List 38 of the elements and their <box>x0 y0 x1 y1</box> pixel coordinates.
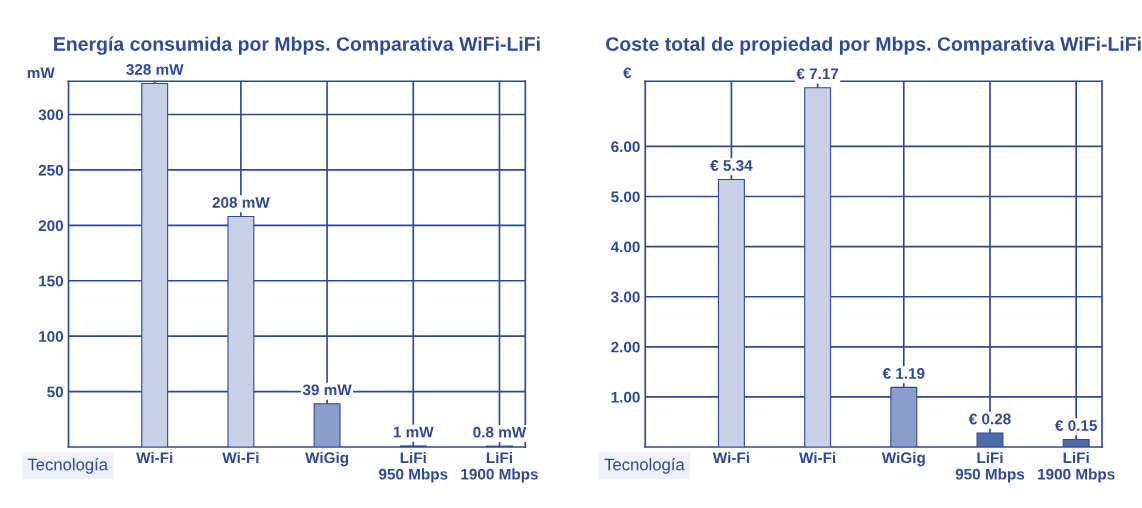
y-tick-label: 200 <box>38 220 64 232</box>
y-tick-label: 3.00 <box>610 291 640 303</box>
y-tick-label: 100 <box>39 331 64 342</box>
y-tick-label: 2.00 <box>611 341 640 353</box>
y-tick-label: 1.00 <box>611 391 640 403</box>
chart-title: Energía consumida por Mbps. Comparativa WiFi-LiFi <box>54 36 540 55</box>
x-tick-label: LiFi 950 Mbps <box>379 451 448 483</box>
x-axis-title: Tecnología <box>604 458 685 474</box>
x-tick-label: LiFi 1900 Mbps <box>1038 451 1115 483</box>
x-tick-label: Wi-Fi <box>799 451 836 463</box>
y-tick-label: 6.00 <box>611 141 640 153</box>
x-tick-label: WiGig <box>881 451 925 467</box>
y-tick-label: 300 <box>38 109 64 121</box>
chart-title: Coste total de propiedad por Mbps. Comparativa WiFi-LiFi <box>606 36 1141 55</box>
x-tick-label: WiGig <box>305 451 349 467</box>
data-label: 328 mW <box>126 64 184 75</box>
y-tick-label: 250 <box>38 164 64 176</box>
y-tick-label: 150 <box>39 275 64 287</box>
data-label: € 5.34 <box>710 160 753 171</box>
x-tick-label: Wi-Fi <box>222 451 259 463</box>
x-tick-label: Wi-Fi <box>712 451 749 463</box>
x-tick-label: LiFi 950 Mbps <box>955 451 1025 483</box>
data-label: € 0.15 <box>1055 420 1097 431</box>
y-tick-label: 50 <box>47 386 64 398</box>
x-tick-label: Wi-Fi <box>136 451 173 463</box>
data-label: € 7.17 <box>796 68 839 80</box>
y-axis-title: mW <box>27 67 55 79</box>
data-label: 208 mW <box>212 197 270 208</box>
data-label: 0.8 mW <box>473 426 527 438</box>
y-tick-label: 4.00 <box>610 241 640 253</box>
x-axis-title: Tecnología <box>27 458 109 474</box>
y-axis-title: € <box>623 67 632 79</box>
y-tick-label: 5.00 <box>611 191 640 203</box>
x-tick-label: LiFi 1900 Mbps <box>461 451 538 483</box>
data-label: € 0.28 <box>968 413 1011 425</box>
data-label: € 1.19 <box>882 368 925 379</box>
data-label: 39 mW <box>302 384 352 396</box>
data-label: 1 mW <box>393 426 434 438</box>
